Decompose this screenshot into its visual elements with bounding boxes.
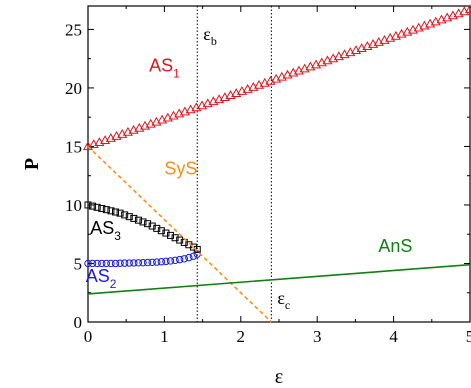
y-tick-label: 25 (65, 20, 82, 39)
point-AS3 (89, 202, 97, 210)
series-AnS (87, 263, 471, 295)
x-tick-label: 1 (160, 327, 169, 346)
point-AS3 (84, 201, 92, 209)
label-AS3: AS3 (90, 218, 121, 243)
point-AS2 (153, 258, 161, 266)
point-AS3 (93, 203, 101, 211)
point-AS3 (107, 207, 115, 215)
point-AS3 (116, 209, 124, 217)
point-AS2 (175, 255, 184, 264)
point-AS3 (157, 227, 165, 235)
point-AS2 (111, 259, 120, 268)
y-tick-label: 5 (74, 254, 83, 273)
point-AS2 (143, 258, 152, 267)
point-AS3 (167, 231, 175, 239)
point-AS3 (139, 218, 147, 226)
plot-frame (87, 5, 471, 323)
point-AS3 (193, 245, 201, 253)
point-AS3 (171, 234, 179, 242)
x-tick-label: 4 (389, 327, 398, 346)
point-AS2 (98, 259, 106, 268)
point-AS2 (189, 252, 198, 260)
point-AS3 (189, 243, 197, 251)
point-AS2 (120, 259, 129, 267)
y-tick-label: 0 (74, 313, 83, 332)
point-AS2 (84, 259, 92, 268)
vline-label-b: εb (203, 24, 217, 48)
label-AS1: AS1 (149, 56, 180, 81)
y-tick-label: 10 (65, 196, 82, 215)
point-AS3 (162, 229, 170, 237)
y-tick-label: 15 (65, 137, 82, 156)
label-AnS: AnS (378, 236, 412, 256)
point-AS2 (93, 259, 101, 268)
point-AS2 (107, 259, 115, 268)
y-axis-title: P (21, 158, 43, 170)
point-AS3 (130, 214, 138, 222)
point-AS3 (102, 206, 110, 214)
point-AS3 (125, 213, 133, 221)
point-AS2 (166, 257, 175, 265)
point-AS2 (102, 259, 111, 268)
point-AS3 (176, 236, 184, 244)
x-tick-label: 3 (313, 327, 322, 346)
point-AS2 (171, 256, 179, 265)
x-tick-label: 5 (466, 327, 471, 346)
point-AS3 (144, 220, 152, 228)
point-AS2 (116, 259, 124, 267)
x-tick-label: 2 (237, 327, 246, 346)
point-AS2 (125, 259, 133, 267)
vline-label-c: εc (277, 288, 290, 312)
point-AS2 (88, 259, 97, 268)
point-AS3 (112, 208, 120, 216)
label-AS2: AS2 (86, 266, 117, 291)
series-SyS (87, 145, 272, 323)
point-AS2 (130, 259, 138, 267)
point-AS2 (139, 258, 147, 267)
point-AS2 (148, 258, 156, 267)
label-SyS: SyS (164, 159, 197, 179)
point-AS3 (185, 241, 193, 249)
point-AS3 (153, 224, 161, 232)
point-AS3 (121, 211, 129, 219)
point-AS3 (148, 222, 156, 230)
y-tick-label: 20 (65, 79, 82, 98)
point-AS1 (464, 4, 471, 14)
point-AS3 (98, 204, 106, 212)
x-axis-title: ε (275, 366, 283, 388)
point-AS2 (157, 258, 166, 266)
point-AS2 (134, 259, 143, 267)
point-AS2 (180, 255, 188, 263)
x-tick-label: 0 (84, 327, 93, 346)
point-AS3 (134, 216, 142, 224)
point-AS2 (162, 257, 170, 266)
point-AS2 (185, 253, 193, 262)
